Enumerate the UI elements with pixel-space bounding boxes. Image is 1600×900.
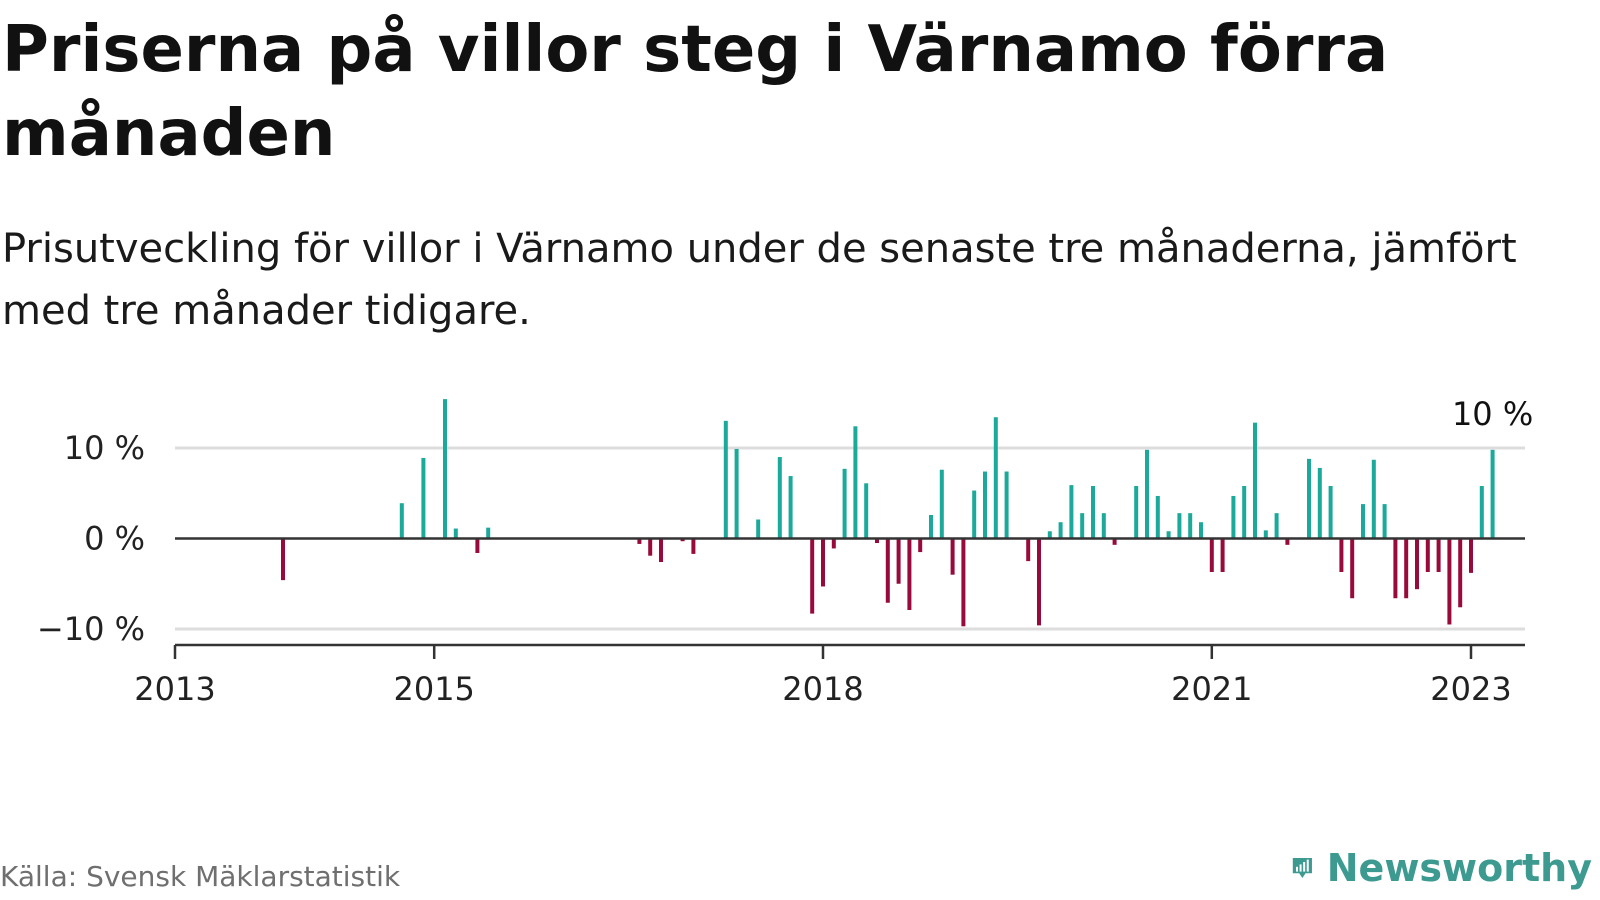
x-tick-label: 2015 — [393, 670, 474, 708]
bar — [453, 528, 458, 539]
bar — [1253, 422, 1257, 539]
bar — [853, 426, 858, 539]
bar — [972, 490, 977, 539]
bar — [734, 448, 739, 539]
x-tick-label: 2018 — [782, 670, 863, 708]
chart-subtitle: Prisutveckling för villor i Värnamo unde… — [2, 226, 1517, 334]
bar — [983, 471, 987, 539]
bar — [1490, 449, 1495, 539]
bar — [421, 457, 426, 539]
bar — [864, 483, 869, 539]
newsworthy-logo[interactable]: Newsworthy — [1292, 842, 1592, 894]
bar — [659, 538, 663, 563]
bar — [1004, 471, 1009, 539]
bar — [486, 527, 491, 539]
y-tick-label: 0 % — [84, 520, 145, 558]
bar — [1188, 513, 1193, 539]
bars — [281, 399, 1495, 627]
bar — [1350, 538, 1355, 599]
bar — [1285, 538, 1290, 545]
bar — [1155, 495, 1160, 539]
bar — [1134, 486, 1139, 539]
bar — [723, 420, 728, 539]
bar — [1393, 538, 1398, 599]
bar — [875, 538, 879, 544]
bar — [961, 538, 966, 627]
bar — [1447, 538, 1452, 625]
bar — [691, 538, 696, 554]
chart-title: Priserna på villor steg i Värnamo förra … — [2, 13, 1389, 171]
x-tick-label: 2013 — [134, 670, 215, 708]
x-axis: 2013 2015 2018 2021 2023 — [134, 645, 1512, 708]
bar — [680, 538, 685, 542]
bar — [777, 457, 782, 539]
bar — [842, 468, 847, 539]
bar — [1199, 522, 1203, 539]
bar — [1328, 486, 1333, 539]
bar — [1069, 485, 1074, 539]
bar — [788, 476, 793, 539]
bar — [1037, 538, 1041, 626]
bar — [885, 538, 890, 603]
newsworthy-logo-icon — [1292, 858, 1312, 878]
bar — [1058, 522, 1063, 539]
bar — [1091, 486, 1095, 539]
y-axis-tick-labels: 10 % 0 % −10 % — [37, 429, 145, 648]
bar — [1415, 538, 1419, 590]
bar — [1080, 513, 1085, 539]
bar — [1231, 495, 1236, 539]
gridlines — [175, 446, 1525, 631]
bar — [1361, 504, 1365, 539]
bar — [1317, 467, 1322, 539]
bar — [1425, 538, 1430, 572]
bar — [810, 538, 815, 614]
bar — [1220, 538, 1225, 572]
bar — [399, 503, 404, 539]
bar — [1339, 538, 1344, 572]
bar — [281, 538, 285, 581]
bar — [1307, 458, 1311, 539]
bar — [1479, 486, 1484, 539]
bar — [1112, 538, 1117, 545]
bar-chart: 10 % 0 % −10 % 2013 2015 2018 2021 2023 10 % — [37, 395, 1533, 708]
bar — [929, 514, 933, 539]
bar — [1145, 449, 1149, 539]
bar — [1047, 531, 1052, 539]
bar — [1382, 504, 1387, 539]
bar — [896, 538, 901, 584]
bar — [907, 538, 912, 610]
bar — [1469, 538, 1473, 573]
y-tick-label: 10 % — [64, 429, 145, 467]
x-tick-label: 2021 — [1171, 670, 1252, 708]
bar — [993, 417, 998, 539]
bar — [821, 538, 825, 587]
bar — [1209, 538, 1214, 572]
y-tick-label: −10 % — [37, 610, 145, 648]
bar — [443, 399, 447, 539]
bar — [1177, 513, 1182, 539]
bar — [918, 538, 923, 553]
bar — [1263, 530, 1268, 539]
bar — [756, 519, 761, 539]
bar — [475, 538, 480, 553]
brand-name: Newsworthy — [1326, 846, 1592, 890]
bar — [1458, 538, 1463, 608]
bar — [831, 538, 836, 549]
source-note: Källa: Svensk Mäklarstatistik — [0, 860, 401, 893]
bar — [637, 538, 642, 544]
bar — [1436, 538, 1441, 572]
bar — [1404, 538, 1409, 599]
bar — [950, 538, 955, 575]
bar — [1371, 459, 1376, 539]
bar — [1242, 486, 1247, 539]
bar — [1166, 531, 1171, 539]
last-value-label: 10 % — [1452, 395, 1533, 433]
bar — [939, 469, 944, 539]
bar — [648, 538, 653, 556]
bar — [1274, 513, 1279, 539]
bar — [1101, 513, 1106, 539]
bar — [1026, 538, 1031, 562]
x-tick-label: 2023 — [1430, 670, 1511, 708]
